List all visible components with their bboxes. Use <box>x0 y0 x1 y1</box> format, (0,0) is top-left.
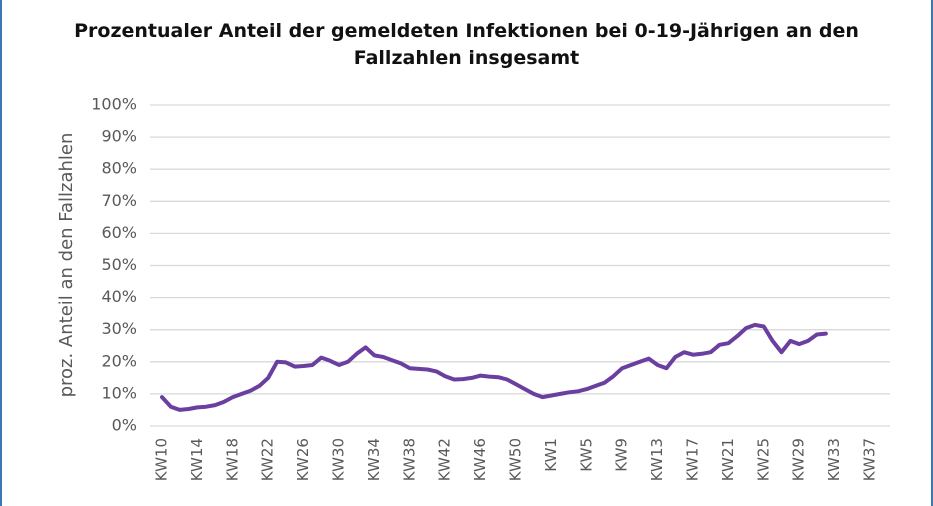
x-tick-label: KW33 <box>825 438 843 481</box>
x-tick-label: KW25 <box>754 438 772 481</box>
x-tick-label: KW29 <box>790 438 808 481</box>
x-tick-label: KW34 <box>365 438 383 481</box>
y-tick-label: 30% <box>101 319 137 338</box>
y-tick-label: 70% <box>101 191 137 210</box>
chart-title: Prozentualer Anteil der gemeldeten Infek… <box>74 20 859 69</box>
x-tick-label: KW10 <box>153 438 171 481</box>
line-series <box>160 322 828 412</box>
y-tick-label: 0% <box>112 416 137 435</box>
x-tick-label: KW14 <box>188 438 206 481</box>
y-tick-label: 40% <box>101 287 137 306</box>
y-axis-label: proz. Anteil an den Fallzahlen <box>56 133 77 398</box>
x-tick-label: KW46 <box>471 438 489 481</box>
x-tick-label: KW50 <box>507 438 525 481</box>
y-tick-label: 20% <box>101 351 137 370</box>
y-tick-label: 50% <box>101 255 137 274</box>
x-tick-label: KW5 <box>577 438 595 472</box>
x-tick-label: KW13 <box>648 438 666 481</box>
x-tick-label: KW18 <box>223 438 241 481</box>
x-tick-label: KW38 <box>400 438 418 481</box>
x-tick-label: KW21 <box>719 438 737 481</box>
x-tick-label: KW42 <box>436 438 454 481</box>
x-tick-label: KW9 <box>613 438 631 472</box>
x-tick-label: KW1 <box>542 438 560 472</box>
x-tick-label: KW17 <box>684 438 702 481</box>
y-tick-label: 90% <box>101 127 137 146</box>
x-tick-label: KW26 <box>294 438 312 481</box>
y-tick-label: 100% <box>91 95 137 114</box>
x-tick-label: KW30 <box>330 438 348 481</box>
x-tick-label: KW22 <box>259 438 277 481</box>
x-tick-label: KW37 <box>861 438 879 481</box>
y-tick-label: 10% <box>101 383 137 402</box>
y-tick-label: 80% <box>101 159 137 178</box>
y-tick-label: 60% <box>101 223 137 242</box>
